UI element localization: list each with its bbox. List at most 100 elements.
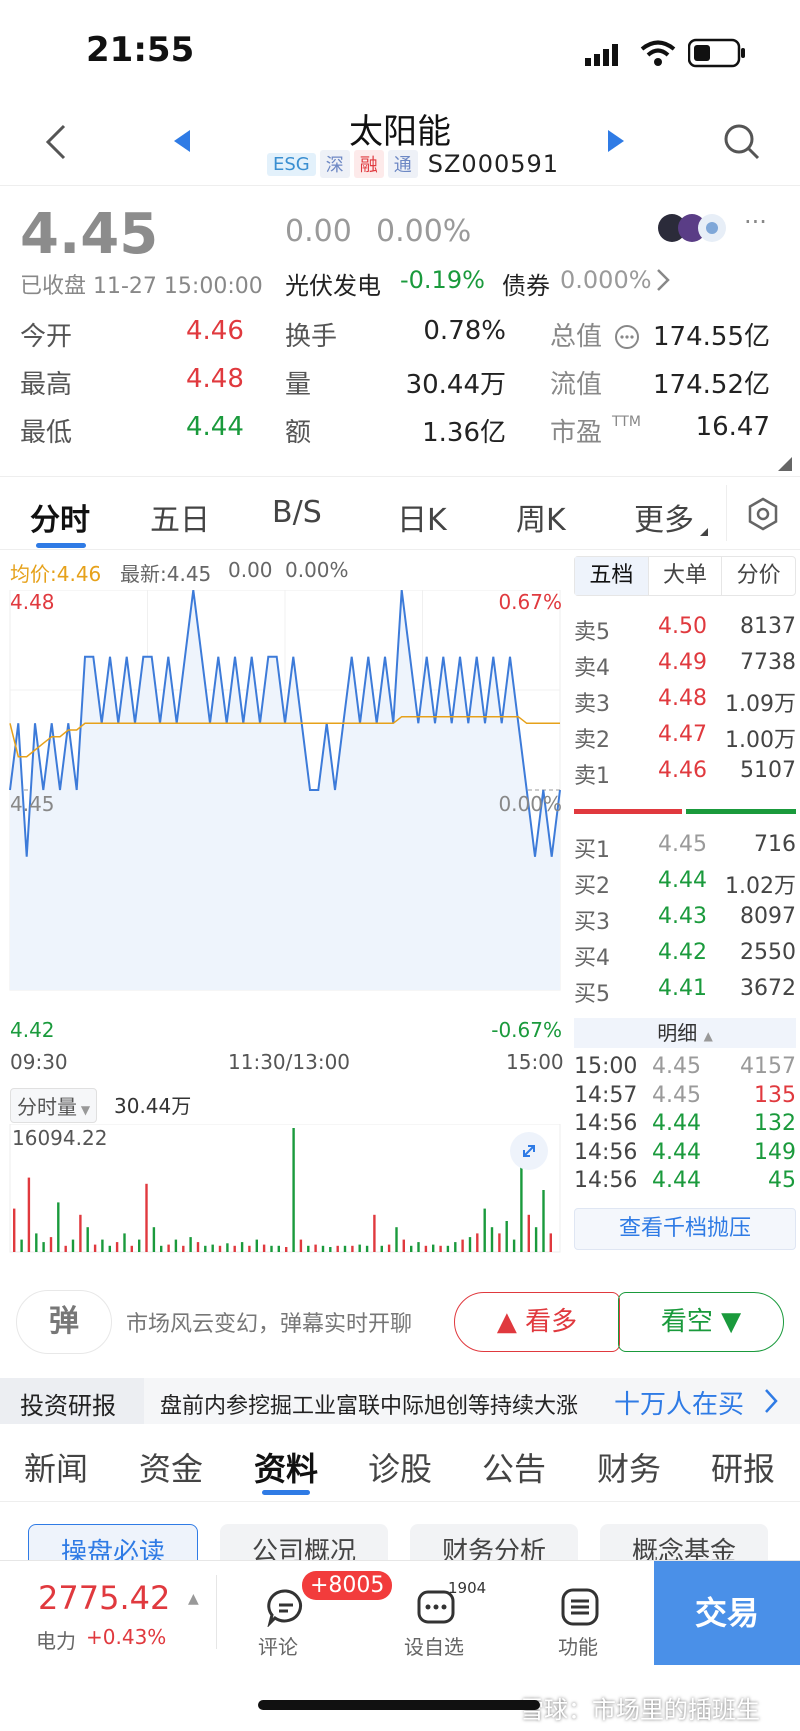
fullscreen-icon[interactable] (510, 1132, 548, 1170)
tag-esg: ESG (267, 152, 316, 176)
ask-price: 4.48 (658, 686, 707, 711)
bull-label: 看多 (525, 1307, 578, 1337)
tag-shen: 深 (319, 150, 350, 178)
tick-time: 14:56 (574, 1168, 638, 1193)
tab-weekly-k[interactable]: 周K (516, 503, 566, 538)
volume-bar (35, 1233, 38, 1252)
expand-corner-icon[interactable] (778, 456, 792, 475)
index-widget[interactable]: 2775.42 ▲ 电力 +0.43% (0, 1561, 216, 1665)
search-icon[interactable] (722, 122, 762, 166)
ask-volume: 7738 (740, 650, 796, 675)
volume-bar (152, 1227, 156, 1252)
ask-price: 4.49 (658, 650, 707, 675)
bid-label: 买2 (574, 874, 610, 899)
field-mktcap-value: 174.55亿 (653, 322, 770, 352)
tab-daily-k[interactable]: 日K (397, 503, 447, 538)
ask-volume: 1.00万 (725, 728, 796, 753)
tab-profile[interactable]: 资料 (254, 1450, 319, 1488)
volume-bar (490, 1227, 494, 1252)
tab-diagnosis[interactable]: 诊股 (368, 1450, 433, 1488)
volume-bar (79, 1214, 82, 1252)
tab-more[interactable]: 更多 (634, 503, 694, 538)
volume-bar (13, 1208, 16, 1252)
tab-reports[interactable]: 研报 (711, 1450, 776, 1488)
book-tab-five[interactable]: 五档 (575, 557, 648, 595)
chip-concept-fund[interactable]: 概念基金 (600, 1524, 768, 1562)
bond-label[interactable]: 债券 (502, 272, 550, 300)
tab-capital[interactable]: 资金 (139, 1450, 204, 1488)
function-button[interactable]: 功能 (550, 1573, 630, 1659)
x-label-close: 15:00 (506, 1050, 564, 1074)
volume-bar (512, 1239, 516, 1252)
volume-bar (329, 1247, 332, 1252)
volume-bar (240, 1242, 244, 1252)
chip-fin-analysis[interactable]: 财务分析 (410, 1524, 578, 1562)
chip-must-read[interactable]: 操盘必读 (28, 1524, 198, 1562)
research-banner[interactable]: 投资研报 盘前内参挖掘工业富联中际旭创等持续大涨 十万人在买 (0, 1378, 800, 1424)
field-volume-value: 30.44万 (405, 370, 506, 400)
home-indicator[interactable] (258, 1700, 540, 1710)
info-icon[interactable] (614, 324, 640, 354)
bid-label: 买1 (574, 838, 610, 863)
chip-company[interactable]: 公司概况 (220, 1524, 388, 1562)
bid-label: 买3 (574, 910, 610, 935)
avatar-group[interactable] (656, 212, 736, 248)
volume-bar (402, 1239, 405, 1252)
book-tab-price[interactable]: 分价 (721, 557, 795, 595)
stock-header: 太阳能 ESG 深 融 通 SZ000591 (0, 100, 800, 186)
more-triangle-icon (700, 521, 708, 540)
watchlist-icon (417, 1590, 455, 1624)
comment-badge: +8005 (302, 1571, 393, 1600)
tab-announcements[interactable]: 公告 (482, 1450, 547, 1488)
tab-five-day[interactable]: 五日 (150, 503, 210, 538)
ask-label: 卖4 (574, 656, 610, 681)
trade-button[interactable]: 交易 (654, 1561, 800, 1665)
comment-label: 评论 (258, 1635, 298, 1659)
sector-name[interactable]: 光伏发电 (285, 272, 381, 300)
back-icon[interactable] (44, 122, 68, 166)
detail-header[interactable]: 明细 ▲ (574, 1018, 796, 1048)
prev-stock-icon[interactable] (174, 130, 190, 156)
field-pe-suffix: TTM (612, 414, 641, 430)
tab-bs[interactable]: B/S (272, 495, 322, 530)
volume-bar (549, 1233, 552, 1252)
avg-price-line (9, 715, 560, 758)
volume-bar (174, 1239, 178, 1252)
x-label-noon: 11:30/13:00 (228, 1050, 351, 1074)
depth-button[interactable]: 查看千档抛压 (574, 1208, 796, 1250)
bottom-bar: 2775.42 ▲ 电力 +0.43% 评论 +8005 1904 设自选 功能… (0, 1560, 800, 1665)
price-chart[interactable] (0, 590, 570, 1010)
comment-button[interactable]: 评论 +8005 (252, 1571, 393, 1659)
tab-finance[interactable]: 财务 (597, 1450, 662, 1488)
field-amount-value: 1.36亿 (422, 418, 506, 448)
tab-news[interactable]: 新闻 (24, 1450, 89, 1488)
danmu-icon[interactable]: 弹 (16, 1290, 112, 1354)
ask-row: 卖3 4.48 1.09万 (572, 686, 796, 722)
ask-row: 卖1 4.46 5107 (572, 758, 796, 794)
tab-intraday[interactable]: 分时 (30, 503, 90, 538)
more-icon[interactable]: ··· (744, 208, 767, 236)
settings-icon[interactable] (746, 497, 780, 535)
tick-price: 4.45 (652, 1082, 701, 1108)
volume-bar (505, 1221, 508, 1252)
watchlist-button[interactable]: 1904 设自选 (400, 1573, 500, 1659)
volume-bar (321, 1245, 325, 1252)
volume-selector[interactable]: 分时量 ▼ (10, 1088, 98, 1123)
tag-rong: 融 (353, 150, 384, 178)
y-pct-mid: 0.00% (498, 792, 562, 816)
bid-volume: 8097 (740, 904, 796, 929)
danmu-placeholder[interactable]: 市场风云变幻，弹幕实时开聊 (126, 1312, 413, 1337)
volume-bar (351, 1245, 354, 1252)
market-status: 已收盘 11-27 15:00:00 (20, 274, 263, 299)
next-stock-icon[interactable] (608, 130, 624, 156)
tick-price: 4.44 (652, 1139, 701, 1165)
bull-button[interactable]: ▲ 看多 (454, 1292, 620, 1352)
book-tab-big[interactable]: 大单 (647, 557, 722, 595)
field-turnover-value: 0.78% (423, 316, 506, 346)
chevron-right-icon[interactable] (656, 268, 670, 296)
tick-volume: 149 (754, 1139, 796, 1165)
bear-button[interactable]: 看空 ▼ (618, 1292, 784, 1352)
volume-bar (123, 1233, 126, 1252)
volume-max-label: 16094.22 (12, 1126, 108, 1150)
quote-panel: 4.45 0.00 0.00% ··· 已收盘 11-27 15:00:00 光… (0, 186, 800, 476)
